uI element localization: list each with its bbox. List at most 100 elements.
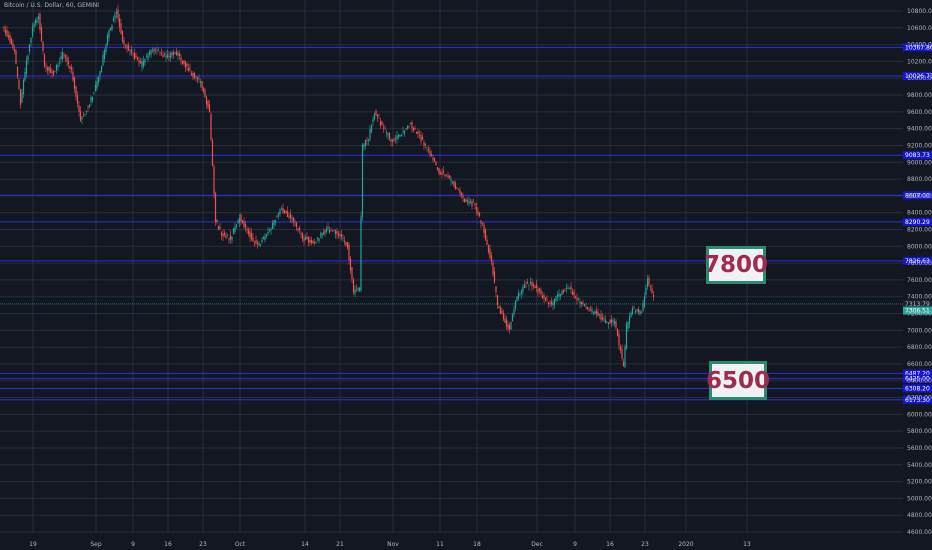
candle-body xyxy=(250,233,253,240)
candle-body xyxy=(619,346,622,351)
candle-body xyxy=(90,97,92,103)
candle-body xyxy=(39,14,41,30)
candle-body xyxy=(474,203,476,206)
candle-body xyxy=(33,23,35,28)
candle-body xyxy=(535,283,538,288)
candle-body xyxy=(529,281,532,284)
candle-body xyxy=(123,40,125,44)
x-tick-label: 21 xyxy=(336,541,344,548)
candle-body xyxy=(94,84,97,92)
candle-body xyxy=(165,55,167,58)
candle-body xyxy=(91,96,94,101)
candle-body xyxy=(309,239,311,243)
candle-body xyxy=(145,56,148,58)
candle-body xyxy=(279,209,281,215)
time-axis[interactable]: 19 Sep 9 16 23 Oct 14 21 Nov 11 18 Dec 9 16 23 2020 13 xyxy=(29,541,751,548)
candle-body xyxy=(639,310,641,315)
y-tick-label: 6800.00 xyxy=(907,344,932,351)
candle-body xyxy=(516,296,518,301)
candle-body xyxy=(16,66,19,77)
y-tick-label: 5400.00 xyxy=(907,462,932,469)
candle-body xyxy=(160,53,163,54)
candle-body xyxy=(18,80,20,90)
candle-body xyxy=(517,293,520,299)
candle-body xyxy=(336,231,338,234)
candle-body xyxy=(237,220,239,223)
candle-body xyxy=(13,49,16,52)
candle-body xyxy=(67,61,70,65)
candle-body xyxy=(352,279,355,293)
candle-body xyxy=(361,144,364,217)
candle-body xyxy=(393,138,395,141)
candle-body xyxy=(10,38,13,45)
candle-body xyxy=(255,240,257,244)
candle-body xyxy=(570,286,572,290)
candle-body xyxy=(103,50,106,59)
candle-body xyxy=(70,67,73,70)
candle-body xyxy=(355,288,358,290)
candle-body xyxy=(9,35,11,43)
candle-body xyxy=(360,216,362,291)
candle-body xyxy=(156,49,158,51)
x-tick-label: 2020 xyxy=(678,541,693,548)
candle-body xyxy=(370,126,373,132)
candle-body xyxy=(556,294,559,297)
price-axis[interactable]: 10800.00 10600.00 10400.00 10200.00 10000.00… xyxy=(907,8,932,536)
candle-body xyxy=(126,45,128,49)
level-label: 6425.00 xyxy=(905,376,930,383)
candle-body xyxy=(637,309,640,313)
candle-body xyxy=(615,321,617,328)
level-label-bg xyxy=(903,395,932,404)
candle-body xyxy=(376,114,379,118)
candle-body xyxy=(252,237,254,242)
y-tick-label: 8200.00 xyxy=(907,226,932,233)
candle-body xyxy=(258,243,260,246)
candle-body xyxy=(531,282,533,287)
candle-body xyxy=(427,149,430,151)
level-label-bg xyxy=(903,191,932,200)
candle-body xyxy=(445,174,448,176)
candle-body xyxy=(162,55,164,58)
candle-body xyxy=(571,291,574,295)
candle-body xyxy=(345,242,347,246)
candle-body xyxy=(330,230,332,232)
candle-body xyxy=(528,285,530,286)
candle-body xyxy=(118,18,121,27)
candle-body xyxy=(424,143,427,146)
candle-body xyxy=(198,78,200,80)
candle-body xyxy=(48,66,50,72)
y-tick-label: 7000.00 xyxy=(907,327,932,334)
candle-body xyxy=(600,314,602,320)
candle-body xyxy=(568,287,571,289)
candle-body xyxy=(300,233,302,235)
candle-body xyxy=(433,158,436,162)
y-tick-label: 8800.00 xyxy=(907,176,932,183)
x-tick-label: 9 xyxy=(131,541,135,548)
candle-body xyxy=(306,236,308,239)
candle-body xyxy=(462,195,464,198)
candle-body xyxy=(403,130,406,134)
candle-body xyxy=(484,229,487,240)
y-tick-label: 8000.00 xyxy=(907,243,932,250)
candle-body xyxy=(339,234,341,236)
candle-body xyxy=(574,296,577,299)
x-tick-label: 14 xyxy=(301,541,309,548)
candle-body xyxy=(331,230,334,232)
candle-body xyxy=(136,57,139,60)
candle-body xyxy=(54,71,56,72)
candle-body xyxy=(267,231,269,234)
candle-body xyxy=(297,228,299,230)
candle-body xyxy=(298,227,301,231)
candle-body xyxy=(400,134,403,137)
candle-body xyxy=(499,307,502,314)
candle-body xyxy=(163,53,166,56)
candle-body xyxy=(169,53,172,58)
candle-body xyxy=(213,166,215,194)
candle-body xyxy=(172,52,175,56)
candle-body xyxy=(346,242,349,249)
candle-body xyxy=(225,235,227,239)
candle-body xyxy=(550,301,553,305)
candle-body xyxy=(325,228,328,232)
candle-body xyxy=(319,234,322,236)
